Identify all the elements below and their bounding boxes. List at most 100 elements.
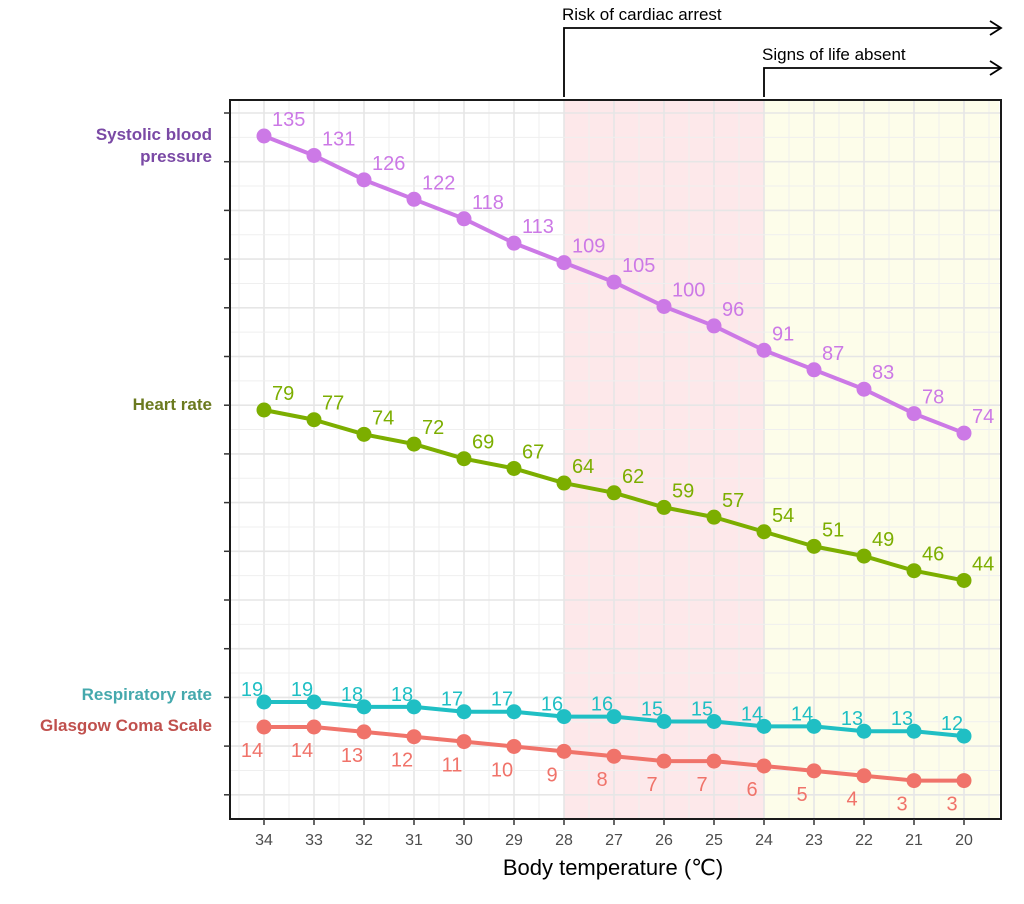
data-point: [406, 729, 422, 745]
data-point: [906, 563, 922, 579]
x-tick-label: 28: [555, 832, 573, 849]
data-point: [456, 451, 472, 467]
data-label: 126: [372, 153, 405, 175]
data-point: [306, 147, 322, 163]
data-point: [806, 763, 822, 779]
data-point: [956, 572, 972, 588]
data-label: 72: [422, 417, 444, 439]
data-label: 7: [646, 774, 657, 796]
series-respiratory-rate: 19 19 18 18 17 17 16 16 15 15 14 14 13 13 12 Respirator…: [82, 679, 972, 744]
data-point: [356, 426, 372, 442]
x-tick-label: 24: [755, 832, 773, 849]
data-point: [856, 768, 872, 784]
series-name-label: Heart rate: [133, 395, 212, 414]
data-point: [456, 734, 472, 750]
x-tick-label: 23: [805, 832, 823, 849]
data-point: [856, 723, 872, 739]
x-axis-title: Body temperature (℃): [503, 855, 723, 880]
annotation-cardiac-arrest: Risk of cardiac arrest: [562, 5, 1003, 97]
data-label: 69: [472, 432, 494, 454]
region-signs-absent: [764, 100, 999, 819]
data-point: [656, 753, 672, 769]
data-point: [556, 709, 572, 725]
data-label: 64: [572, 456, 594, 478]
data-point: [256, 694, 272, 710]
data-point: [756, 524, 772, 540]
data-point: [356, 699, 372, 715]
data-label: 105: [622, 255, 655, 277]
data-label: 8: [596, 769, 607, 791]
data-point: [406, 699, 422, 715]
data-label: 122: [422, 172, 455, 194]
data-point: [256, 719, 272, 735]
data-label: 96: [722, 299, 744, 321]
data-point: [556, 255, 572, 271]
data-label: 14: [241, 740, 263, 762]
data-point: [856, 548, 872, 564]
data-point: [806, 718, 822, 734]
data-point: [856, 381, 872, 397]
data-label: 7: [696, 774, 707, 796]
data-point: [506, 704, 522, 720]
data-point: [756, 758, 772, 774]
data-point: [506, 460, 522, 476]
data-label: 17: [441, 689, 463, 711]
data-point: [406, 436, 422, 452]
data-point: [356, 172, 372, 188]
data-point: [456, 704, 472, 720]
x-tick-label: 26: [655, 832, 673, 849]
data-label: 15: [641, 698, 663, 720]
data-point: [806, 362, 822, 378]
data-label: 51: [822, 519, 844, 541]
data-point: [356, 724, 372, 740]
data-label: 54: [772, 505, 794, 527]
data-label: 9: [546, 764, 557, 786]
data-label: 100: [672, 279, 705, 301]
x-tick-label: 27: [605, 832, 623, 849]
x-tick-label: 22: [855, 832, 873, 849]
data-label: 118: [472, 192, 504, 214]
data-point: [956, 773, 972, 789]
annotation-signs-absent: Signs of life absent: [762, 45, 1003, 97]
data-label: 91: [772, 323, 794, 345]
data-label: 3: [946, 794, 957, 816]
data-label: 5: [796, 784, 807, 806]
grid: [230, 100, 1001, 820]
data-point: [606, 274, 622, 290]
data-label: 13: [841, 708, 863, 730]
data-label: 17: [491, 689, 513, 711]
data-point: [706, 509, 722, 525]
data-label: 13: [341, 745, 363, 767]
data-label: 10: [491, 759, 513, 781]
data-label: 113: [522, 216, 554, 238]
annotation-bracket: [763, 67, 1000, 97]
x-tick-label: 25: [705, 832, 723, 849]
arrow-right-icon: [989, 60, 1003, 76]
series-heart-rate: 79 77 74 72 69 67 64 62 59 57 54 51 49 46 44 Heart rate: [133, 383, 994, 588]
data-point: [506, 738, 522, 754]
x-tick-label: 31: [405, 832, 423, 849]
data-point: [606, 709, 622, 725]
data-point: [706, 713, 722, 729]
series-systolic-blood-pressure: 135 131 126 122 118 113 109 105 100 96 91 87 83 78 74 S…: [96, 109, 994, 441]
data-label: 16: [541, 694, 563, 716]
data-label: 19: [291, 679, 313, 701]
data-label: 59: [672, 480, 694, 502]
data-label: 87: [822, 343, 844, 365]
data-label: 67: [522, 441, 544, 463]
data-point: [256, 402, 272, 418]
data-label: 13: [891, 708, 913, 730]
data-label: 44: [972, 553, 994, 575]
x-tick-label: 30: [455, 832, 473, 849]
x-tick-label: 33: [305, 832, 323, 849]
series-name-label: Respiratory rate: [82, 685, 212, 704]
data-label: 131: [322, 128, 355, 150]
x-tick-label: 20: [955, 832, 973, 849]
data-label: 62: [622, 466, 644, 488]
x-tick-label: 34: [255, 832, 273, 849]
data-point: [306, 412, 322, 428]
data-label: 77: [322, 393, 344, 415]
data-label: 14: [741, 703, 763, 725]
